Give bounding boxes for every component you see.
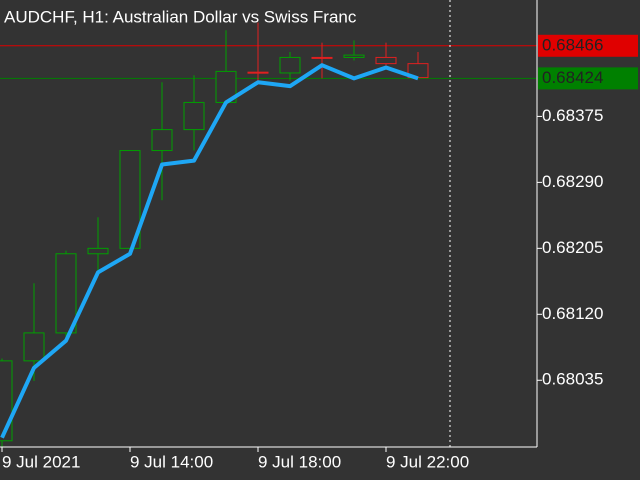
candle-body <box>375 56 397 65</box>
x-tick-label: 9 Jul 14:00 <box>130 452 213 471</box>
candle-body <box>55 253 77 334</box>
price-label: 0.68466 <box>542 35 603 54</box>
candle-body <box>87 247 109 255</box>
y-tick-label: 0.68375 <box>542 106 603 125</box>
y-tick-label: 0.68205 <box>542 238 603 257</box>
candle-body <box>183 101 205 131</box>
candle-body <box>311 56 333 59</box>
y-tick-label: 0.68035 <box>542 370 603 389</box>
x-tick-label: 9 Jul 22:00 <box>386 452 469 471</box>
candle-body <box>279 56 301 74</box>
line <box>0 63 419 439</box>
price-label-box <box>538 34 638 57</box>
y-tick-label: 0.68290 <box>542 172 603 191</box>
price-label-box <box>538 67 638 90</box>
candle-body <box>247 71 269 74</box>
candle-body <box>23 332 45 362</box>
x-tick-label: 9 Jul 2021 <box>2 452 80 471</box>
x-tick-label: 9 Jul 18:00 <box>258 452 341 471</box>
candle-body <box>343 54 365 58</box>
chart-title: AUDCHF, H1: Australian Dollar vs Swiss F… <box>4 7 357 26</box>
plot-area <box>0 22 537 447</box>
candle-body <box>151 129 173 152</box>
price-label: 0.68424 <box>542 68 603 87</box>
y-tick-label: 0.68120 <box>542 304 603 323</box>
